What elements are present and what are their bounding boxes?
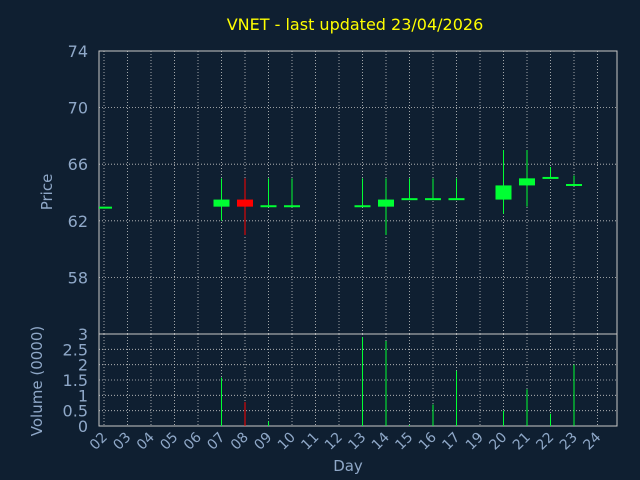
volume-tick-label: 3 (78, 325, 88, 344)
x-tick-label: 15 (392, 430, 416, 454)
x-tick-label: 02 (87, 430, 111, 454)
candle-22 (542, 167, 559, 179)
volume-tick-label: 0 (78, 417, 88, 436)
price-plot-area (98, 50, 618, 335)
volume-tick-label: 1 (78, 386, 88, 405)
candle-body (284, 205, 300, 208)
x-tick-label: 08 (228, 430, 252, 454)
x-tick-label: 14 (369, 429, 393, 453)
volume-grid (99, 334, 617, 426)
volume-tick-label: 2 (78, 356, 88, 375)
x-tick-label: 06 (181, 429, 205, 453)
candle-10 (284, 178, 300, 208)
candle-body (260, 205, 277, 208)
x-tick-label: 10 (275, 430, 299, 454)
candle-body (213, 199, 230, 207)
price-tick-label: 62 (68, 212, 88, 231)
candle-body (448, 198, 465, 201)
x-tick-label: 20 (486, 430, 510, 454)
candle-02 (99, 206, 112, 209)
x-tick-label: 21 (510, 430, 534, 454)
candle-body (354, 205, 371, 208)
x-axis-ticks: 02 03 04 05 06 07 08 09 10 11 12 13 14 15 16 17 19 20 21 22… (87, 429, 604, 453)
x-tick-label: 23 (557, 430, 581, 454)
volume-axis-label: Volume (0000) (28, 326, 46, 436)
price-y-ticks: 58 62 66 70 74 (68, 42, 88, 287)
volume-y-ticks: 00.511.522.53 (63, 325, 88, 436)
candle-13 (354, 178, 371, 208)
candle-body (542, 176, 559, 179)
volume-tick-label: 2.5 (63, 340, 88, 359)
x-tick-label: 09 (251, 430, 275, 454)
x-tick-label: 19 (463, 430, 487, 454)
candle-20 (495, 150, 512, 214)
candle-09 (260, 178, 277, 208)
x-tick-label: 05 (157, 430, 181, 454)
chart-title: VNET - last updated 23/04/2026 (227, 15, 484, 34)
x-tick-label: 04 (134, 429, 158, 453)
x-tick-label: 12 (322, 430, 346, 454)
candle-17 (448, 178, 465, 201)
x-tick-label: 03 (110, 430, 134, 454)
price-tick-label: 70 (68, 99, 88, 118)
candle-body (237, 199, 253, 207)
x-tick-label: 22 (533, 430, 557, 454)
volume-bars (221, 337, 575, 426)
candle-body (495, 185, 512, 200)
candle-body (99, 206, 112, 209)
candle-body (519, 178, 535, 186)
candle-15 (401, 178, 418, 201)
x-tick-label: 16 (416, 429, 440, 453)
candle-body (378, 199, 394, 207)
price-panel: 58 62 66 70 74 Price (38, 42, 618, 335)
candle-21 (519, 150, 535, 207)
volume-tick-label: 1.5 (63, 371, 88, 390)
candle-body (425, 198, 441, 201)
price-grid (99, 51, 617, 334)
x-tick-label: 24 (580, 429, 604, 453)
volume-tick-label: 0.5 (63, 402, 88, 421)
price-tick-label: 58 (68, 268, 88, 287)
candle-body (401, 198, 418, 201)
x-tick-label: 07 (204, 430, 228, 454)
candle-14 (378, 178, 394, 235)
price-candles (99, 150, 582, 235)
price-axis-label: Price (38, 174, 56, 211)
price-tick-label: 66 (68, 155, 88, 174)
x-axis-label: Day (333, 457, 363, 475)
x-tick-label: 17 (439, 430, 463, 454)
candle-23 (566, 175, 582, 187)
price-tick-label: 74 (68, 42, 88, 61)
candle-08 (237, 178, 253, 235)
candle-16 (425, 178, 441, 201)
candle-07 (213, 178, 230, 221)
candle-body (566, 184, 582, 187)
x-tick-label: 11 (298, 430, 322, 454)
volume-panel: 00.511.522.53 Volume (0000) (28, 325, 618, 436)
x-tick-label: 13 (345, 430, 369, 454)
